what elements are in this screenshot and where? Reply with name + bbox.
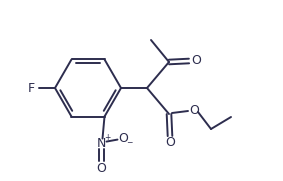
Text: O: O [189,104,199,117]
Text: O: O [191,54,201,68]
Text: F: F [28,81,35,94]
Text: O: O [165,136,175,148]
Text: N: N [97,137,106,150]
Text: O: O [119,132,128,145]
Text: O: O [97,162,106,175]
Text: −: − [126,138,133,147]
Text: +: + [104,133,111,142]
